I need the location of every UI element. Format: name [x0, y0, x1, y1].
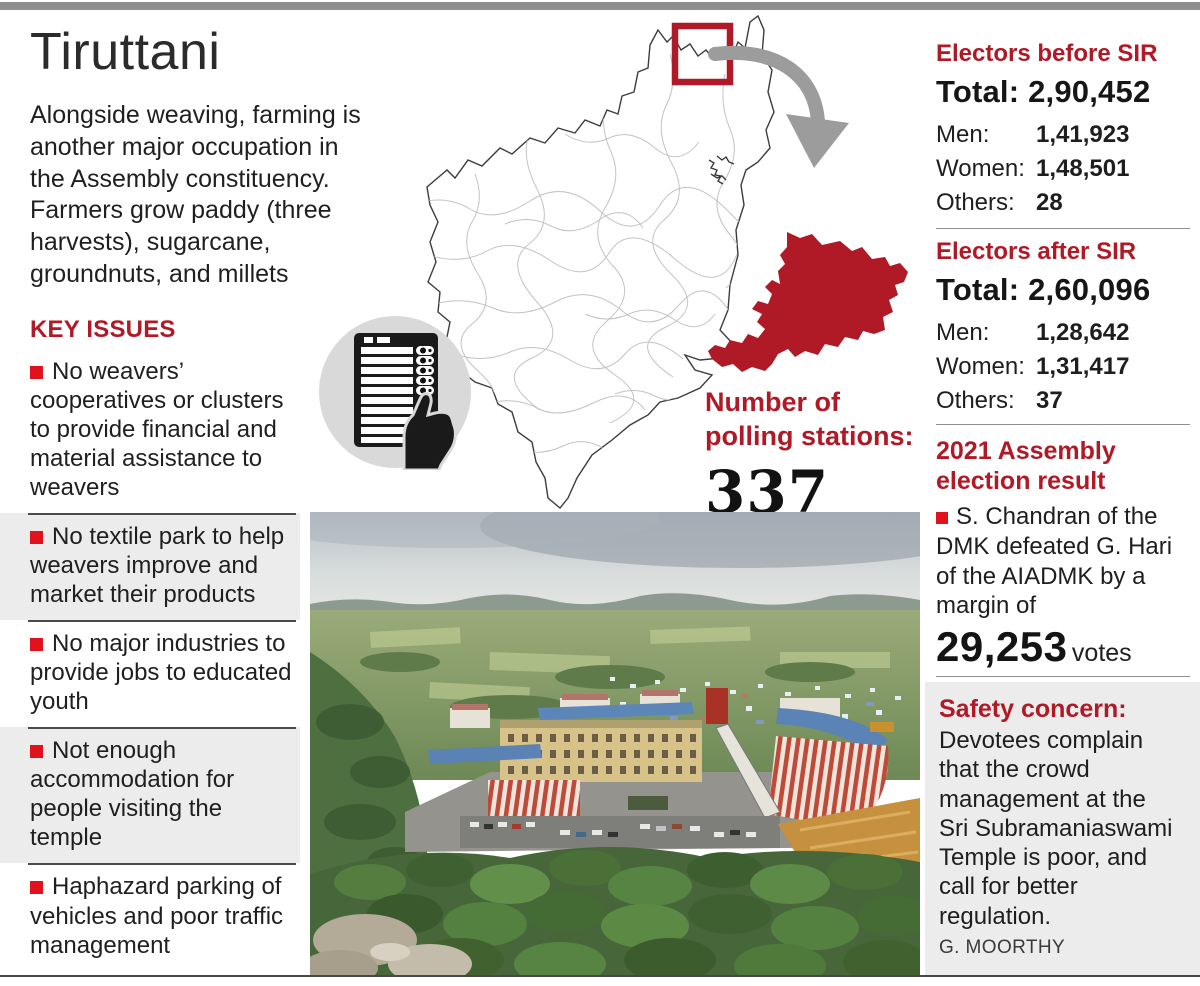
polling-stations-block: Number of polling stations: 337 [705, 386, 925, 526]
safety-concern-box: Safety concern: Devotees complain that t… [925, 682, 1200, 975]
stat-row: Men: 1,41,923 [936, 118, 1188, 152]
row-label: Others: [936, 386, 1015, 414]
margin-value: 29,253 [936, 623, 1068, 670]
margin-suffix: votes [1071, 639, 1132, 667]
row-label: Women: [936, 154, 1025, 182]
row-label: Women: [936, 352, 1025, 380]
row-value: 1,48,501 [1036, 154, 1130, 182]
electors-before-sir-section: Electors before SIR Total: 2,90,452 Men:… [936, 40, 1188, 220]
rocks [310, 914, 472, 977]
list-item: No major industries to provide jobs to e… [0, 620, 300, 727]
section-heading: Electors after SIR [936, 238, 1137, 265]
row-value: 28 [1036, 188, 1063, 216]
margin-line: 29,253 votes [936, 623, 1188, 671]
row-value: 37 [1036, 386, 1063, 414]
section-heading: Electors before SIR [936, 40, 1158, 67]
issue-text: No major industries to provide jobs to e… [30, 630, 292, 716]
bullet-square-icon [936, 512, 948, 524]
tamil-nadu-map [426, 14, 908, 509]
issue-text: Haphazard parking of vehicles and poor t… [30, 873, 284, 959]
election-2021-section: 2021 Assembly election result S. Chandra… [936, 436, 1188, 671]
top-rule [0, 2, 1200, 10]
district-boundaries [427, 53, 774, 453]
total-value: 2,90,452 [1028, 73, 1151, 109]
chennai-cluster [708, 155, 735, 185]
constituency-shape-tiruttani [708, 232, 908, 372]
bullet-square-icon [30, 531, 43, 545]
row-value: 1,31,417 [1036, 352, 1130, 380]
total-label: Total: [936, 73, 1020, 109]
state-outline [426, 14, 775, 509]
zoom-arrow-icon [708, 45, 849, 168]
electors-after-sir-section: Electors after SIR Total: 2,60,096 Men: 1… [936, 238, 1188, 418]
total-value: 2,60,096 [1028, 271, 1151, 307]
list-item: Not enough accommodation for people visi… [0, 727, 300, 864]
issue-text: Not enough accommodation for people visi… [30, 737, 235, 852]
election-result-text: S. Chandran of the DMK defeated G. Hari … [936, 502, 1188, 621]
stat-row: Men: 1,28,642 [936, 316, 1188, 350]
bullet-square-icon [30, 881, 43, 895]
divider [936, 228, 1190, 229]
bullet-square-icon [30, 366, 43, 379]
stat-row: Women: 1,31,417 [936, 350, 1188, 384]
divider [936, 676, 1190, 677]
key-issues-heading: KEY ISSUES [30, 316, 176, 343]
list-item: No textile park to help weavers improve … [0, 513, 300, 621]
pointing-hand-icon [402, 392, 457, 470]
section-heading: 2021 Assembly election result [936, 437, 1116, 495]
total-line: Total: 2,90,452 [936, 74, 1188, 110]
row-label: Men: [936, 120, 990, 148]
row-value: 1,28,642 [1036, 318, 1130, 346]
row-label: Men: [936, 318, 990, 346]
intro-text: Alongside weaving, farming is another ma… [30, 101, 361, 288]
temple-complex [405, 688, 894, 852]
bullet-square-icon [30, 745, 43, 759]
stat-row: Women: 1,48,501 [936, 152, 1188, 186]
safety-heading: Safety concern: [939, 695, 1127, 723]
stat-row: Others: 37 [936, 384, 1188, 418]
divider [936, 424, 1190, 425]
row-value: 1,41,923 [1036, 120, 1130, 148]
temple-aerial-photo [310, 512, 920, 977]
polling-stations-label: Number of polling stations: [705, 387, 914, 451]
photo-credit: G. MOORTHY [939, 936, 1066, 958]
safety-text: Devotees complain that the crowd managem… [939, 727, 1173, 930]
stat-row: Others: 28 [936, 186, 1188, 220]
key-issues-list: No weavers’ cooperatives or clusters to … [0, 348, 300, 971]
evm-voting-machine-icon [319, 316, 471, 470]
issue-text: No textile park to help weavers improve … [30, 523, 285, 609]
issue-text: No weavers’ cooperatives or clusters to … [30, 358, 284, 502]
list-item: No weavers’ cooperatives or clusters to … [0, 348, 300, 513]
result-text: S. Chandran of the DMK defeated G. Hari … [936, 503, 1173, 620]
page-title: Tiruttani [30, 23, 221, 81]
bottom-rule [0, 975, 1200, 977]
total-line: Total: 2,60,096 [936, 272, 1188, 308]
row-label: Others: [936, 188, 1015, 216]
total-label: Total: [936, 271, 1020, 307]
bullet-square-icon [30, 638, 43, 652]
list-item: Haphazard parking of vehicles and poor t… [0, 863, 300, 970]
